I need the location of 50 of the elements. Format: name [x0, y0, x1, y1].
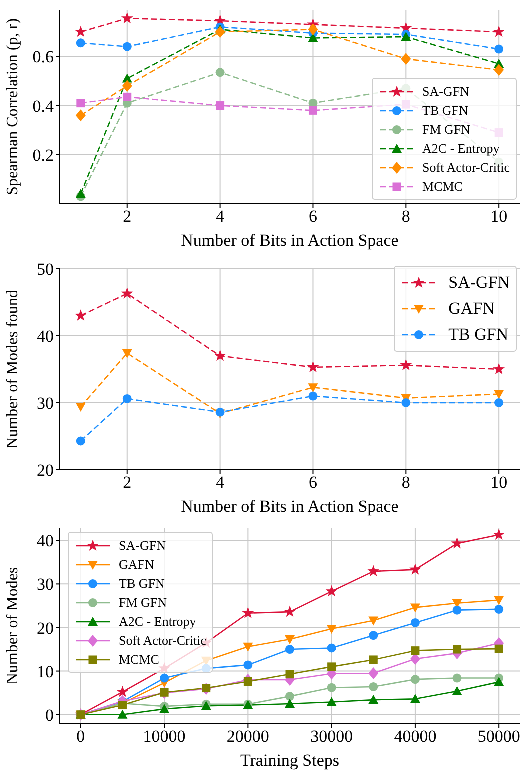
y-tick-label: 0.2: [32, 146, 54, 165]
legend-label: GAFN: [119, 556, 154, 574]
y-axis-title: Number of Modes found: [4, 290, 22, 449]
x-tick-label: 2: [123, 473, 132, 492]
legend-label: FM GFN: [119, 594, 168, 612]
legend-label: GAFN: [448, 298, 495, 320]
x-tick-label: 10: [490, 473, 508, 492]
x-tick-label: 0: [76, 727, 86, 746]
x-axis-title: Number of Bits in Action Space: [181, 497, 399, 516]
y-axis-title: Spearman Correlation (p, r): [4, 18, 22, 196]
x-tick-label: 20000: [226, 727, 270, 746]
y-tick-label: 30: [37, 394, 54, 414]
x-tick-label: 6: [308, 207, 318, 226]
x-tick-label: 2: [123, 207, 132, 226]
legend-label: TB GFN: [422, 102, 468, 120]
x-tick-label: 50000: [478, 727, 520, 746]
legend-label: MCMC: [119, 651, 160, 669]
legend-label: A2C - Entropy: [422, 140, 500, 158]
y-tick-label: 0: [46, 706, 54, 725]
x-tick-label: 40000: [394, 727, 437, 746]
y-tick-label: 50: [37, 260, 54, 280]
legend-label: TB GFN: [448, 324, 509, 346]
legend-label: TB GFN: [119, 575, 165, 593]
x-tick-label: 6: [308, 473, 318, 492]
y-tick-label: 40: [37, 327, 54, 346]
x-axis-title: Number of Bits in Action Space: [181, 231, 399, 250]
x-tick-label: 4: [216, 473, 226, 492]
y-tick-label: 0.4: [32, 96, 54, 116]
x-tick-label: 10000: [143, 727, 186, 746]
y-tick-label: 20: [37, 461, 54, 480]
legend-label: Soft Actor-Critic: [119, 632, 206, 650]
x-tick-label: 30000: [310, 727, 354, 746]
y-tick-label: 0.6: [32, 48, 54, 67]
y-tick-label: 30: [37, 575, 54, 594]
x-axis-title: Training Steps: [240, 751, 340, 770]
legend-label: A2C - Entropy: [119, 613, 196, 631]
legend-label: SA-GFN: [422, 83, 470, 101]
y-tick-label: 40: [37, 532, 54, 551]
x-tick-label: 10: [490, 207, 508, 226]
y-tick-label: 20: [37, 618, 54, 638]
legend-label: Soft Actor-Critic: [422, 159, 510, 177]
x-tick-label: 4: [216, 207, 226, 226]
x-tick-label: 8: [402, 473, 410, 492]
y-axis-title: Number of Modes: [4, 567, 22, 685]
legend-label: SA-GFN: [119, 537, 166, 555]
x-tick-label: 8: [402, 207, 410, 226]
y-tick-label: 10: [37, 662, 54, 682]
legend-label: MCMC: [422, 178, 463, 196]
legend-label: SA-GFN: [448, 272, 510, 294]
legend-label: FM GFN: [422, 121, 471, 139]
